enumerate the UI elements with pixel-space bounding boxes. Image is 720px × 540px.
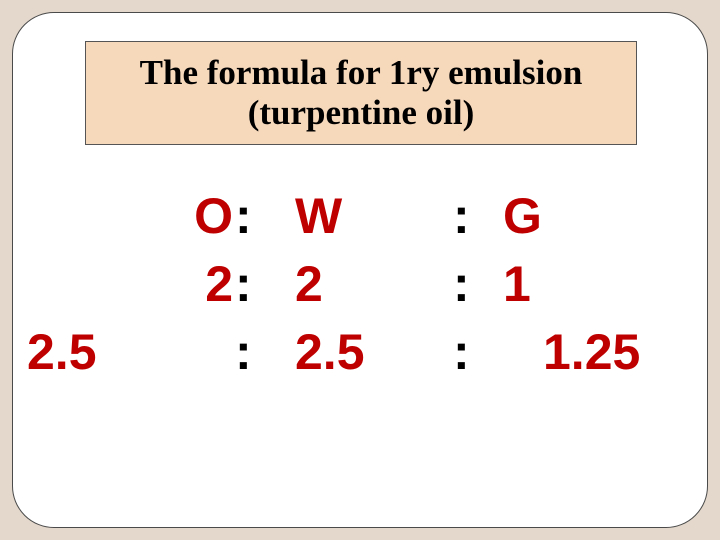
ratio-cell-c: 1.25: [543, 319, 713, 385]
ratio-sep: :: [235, 251, 259, 317]
ratio-cell-a: 2: [113, 251, 233, 317]
ratio-cell-a: O: [113, 183, 233, 249]
ratio-row: 2 : 2 : 1: [13, 251, 709, 319]
ratio-cell-c: G: [503, 183, 693, 249]
ratio-cell-b: 2.5: [295, 319, 435, 385]
ratio-cell-b: W: [295, 183, 435, 249]
ratio-sep: :: [235, 183, 259, 249]
ratio-sep: :: [453, 183, 477, 249]
ratio-cell-a: 2.5: [27, 319, 177, 385]
ratio-sep: :: [453, 319, 477, 385]
slide-card: The formula for 1ry emulsion (turpentine…: [12, 12, 708, 528]
ratio-cell-c: 1: [503, 251, 693, 317]
title-band: The formula for 1ry emulsion (turpentine…: [85, 41, 637, 145]
title-line-2: (turpentine oil): [248, 93, 475, 133]
ratio-sep: :: [235, 319, 259, 385]
ratio-sep: :: [453, 251, 477, 317]
title-line-1: The formula for 1ry emulsion: [140, 53, 583, 93]
ratio-cell-b: 2: [295, 251, 435, 317]
ratio-row: 2.5 : 2.5 : 1.25: [13, 319, 709, 387]
ratio-row: O : W : G: [13, 183, 709, 251]
ratio-table: O : W : G 2 : 2 : 1 2.5 : 2.5 : 1.25: [13, 183, 709, 387]
